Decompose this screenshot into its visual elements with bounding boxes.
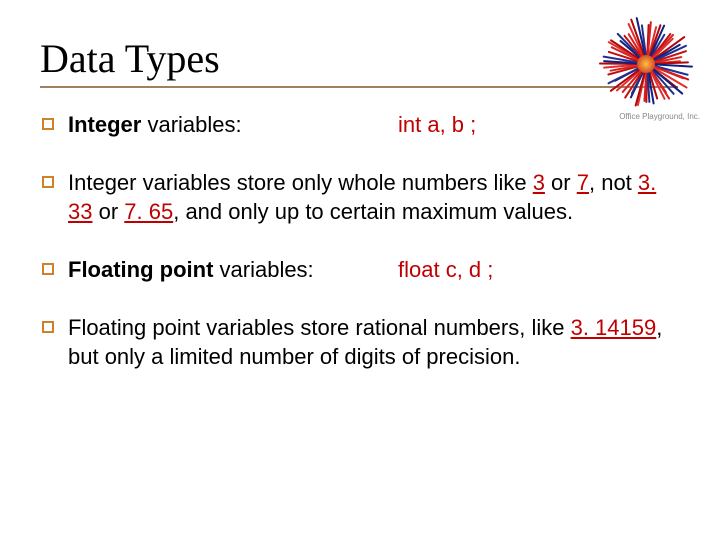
bullet-content: Integer variables store only whole numbe… — [68, 168, 680, 227]
integer-label-bold: Integer — [68, 112, 141, 137]
slide-container: Office Playground, Inc. Data Types Integ… — [0, 0, 720, 430]
bullet-marker-icon — [42, 176, 54, 188]
decor-caption: Office Playground, Inc. — [619, 112, 700, 121]
number-seg: 3. 14159 — [571, 315, 657, 340]
bullet-content: Floating point variables: float c, d ; — [68, 255, 680, 285]
float-label-bold: Floating point — [68, 257, 213, 282]
bullet-marker-icon — [42, 118, 54, 130]
bullet-list: Integer variables: int a, b ; Integer va… — [40, 110, 680, 372]
float-code: float c, d ; — [398, 255, 680, 285]
bullet-item-integer-decl: Integer variables: int a, b ; — [42, 110, 680, 140]
integer-label: Integer variables: — [68, 110, 398, 140]
decorative-koosh-image — [600, 18, 692, 110]
float-label: Floating point variables: — [68, 255, 398, 285]
title-underline — [40, 86, 678, 88]
text-seg: or — [545, 170, 577, 195]
number-seg: 3 — [533, 170, 545, 195]
number-seg: 7. 65 — [124, 199, 173, 224]
bullet-marker-icon — [42, 321, 54, 333]
text-seg: Integer variables store only whole numbe… — [68, 170, 533, 195]
float-label-rest: variables: — [213, 257, 313, 282]
bullet-item-float-decl: Floating point variables: float c, d ; — [42, 255, 680, 285]
slide-title: Data Types — [40, 35, 680, 82]
bullet-content: Floating point variables store rational … — [68, 313, 680, 372]
text-seg: or — [92, 199, 124, 224]
text-seg: , and only up to certain maximum values. — [173, 199, 573, 224]
bullet-content: Integer variables: int a, b ; — [68, 110, 680, 140]
text-seg: Floating point variables store rational … — [68, 315, 571, 340]
bullet-marker-icon — [42, 263, 54, 275]
bullet-item-integer-desc: Integer variables store only whole numbe… — [42, 168, 680, 227]
bullet-item-float-desc: Floating point variables store rational … — [42, 313, 680, 372]
number-seg: 7 — [577, 170, 589, 195]
integer-label-rest: variables: — [141, 112, 241, 137]
text-seg: , not — [589, 170, 638, 195]
